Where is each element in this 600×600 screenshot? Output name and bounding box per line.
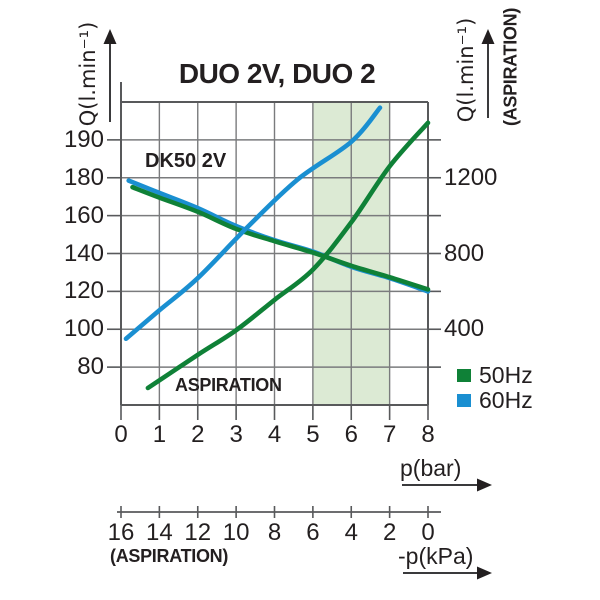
- legend-swatch-60hz-icon: [457, 394, 471, 407]
- chart-title: DUO 2V, DUO 2: [178, 58, 376, 89]
- left-axis-tick-label: 120: [63, 277, 104, 305]
- kpa-axis-unit-label: -p(kPa): [398, 543, 474, 569]
- x-axis-tick-label: 7: [382, 421, 397, 448]
- right-axis-arrow-icon-head: [481, 29, 495, 44]
- pbar-axis-arrow-icon-head: [477, 478, 492, 492]
- left-axis-label: Q(l.min⁻¹): [76, 21, 100, 127]
- x-axis-tick-label: 6: [344, 421, 358, 448]
- x-axis-tick-label: 5: [306, 421, 320, 448]
- model-label: DK50 2V: [145, 150, 227, 172]
- legend-label-60hz: 60Hz: [479, 387, 533, 413]
- kpa-axis-tick-label: 10: [222, 519, 250, 546]
- left-axis-tick-label: 100: [63, 315, 104, 343]
- kpa-axis-tick-label: 8: [267, 519, 282, 546]
- left-axis-tick-label: 80: [77, 353, 104, 381]
- x-axis-tick-label: 1: [152, 421, 167, 448]
- left-axis-tick-label: 180: [63, 163, 104, 191]
- kpa-axis-sublabel: (ASPIRATION): [110, 546, 229, 566]
- curve-50hz-aspiration-flow: [145, 120, 431, 391]
- aspiration-annotation: ASPIRATION: [175, 375, 282, 395]
- x-axis-tick-label: 3: [229, 421, 243, 448]
- left-axis-arrow-icon-head: [103, 29, 117, 44]
- right-axis-tick-label: 1200: [444, 163, 498, 191]
- kpa-axis-tick-label: 14: [146, 519, 173, 546]
- right-axis-sublabel: (ASPIRATION): [500, 7, 521, 127]
- right-axis-tick-label: 400: [444, 315, 485, 343]
- kpa-axis-tick-label: 16: [107, 519, 135, 546]
- kpa-axis-arrow-icon-head: [477, 566, 492, 580]
- x-axis-tick-label: 8: [421, 421, 435, 448]
- kpa-axis-tick-label: 2: [382, 519, 397, 546]
- curve-60hz-aspiration-flow: [123, 105, 383, 341]
- x-axis-tick-label: 4: [267, 421, 282, 448]
- right-axis-label: Q(l.min⁻¹): [454, 17, 478, 123]
- kpa-axis-tick-label: 12: [184, 519, 212, 546]
- legend-label-50hz: 50Hz: [479, 362, 533, 388]
- legend-swatch-50hz-icon: [457, 369, 471, 382]
- x-axis-unit-label: p(bar): [400, 455, 462, 481]
- left-axis-tick-label: 160: [63, 201, 104, 229]
- x-axis-tick-label: 2: [191, 421, 205, 448]
- kpa-axis-tick-label: 4: [344, 519, 358, 546]
- left-axis-tick-label: 140: [63, 239, 104, 267]
- kpa-axis-tick-label: 0: [421, 519, 435, 546]
- kpa-axis-tick-label: 6: [306, 519, 320, 546]
- curve-50hz-pressure-flow: [130, 184, 431, 292]
- x-axis-tick-label: 0: [114, 421, 128, 448]
- left-axis-tick-label: 190: [63, 125, 104, 153]
- legend-item-60hz: 60Hz: [457, 387, 533, 413]
- legend-item-50hz: 50Hz: [457, 362, 533, 388]
- right-axis-tick-label: 800: [444, 239, 485, 267]
- legend: 50Hz 60Hz: [457, 362, 533, 413]
